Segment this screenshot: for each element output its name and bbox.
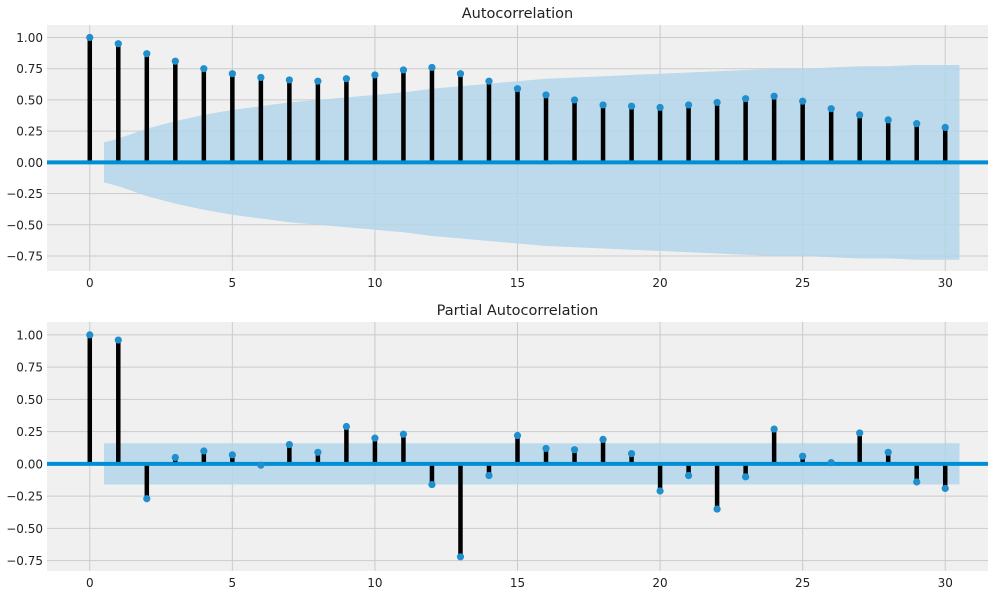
stem-marker	[399, 66, 408, 74]
stem-marker	[599, 101, 607, 109]
x-tick-label: 25	[795, 276, 810, 290]
stem-marker	[314, 448, 322, 456]
stem-marker	[314, 77, 322, 85]
y-tick-label: 0.00	[16, 156, 43, 170]
stem-marker	[913, 478, 921, 486]
stem-marker	[941, 484, 949, 493]
x-tick-label: 15	[510, 276, 525, 290]
y-tick-label: −0.25	[6, 187, 43, 201]
chart-title: Partial Autocorrelation	[437, 303, 599, 319]
stem-marker	[228, 70, 236, 78]
stem-marker	[827, 459, 835, 467]
stem-marker	[257, 461, 265, 469]
stem-marker	[570, 446, 579, 454]
y-tick-label: 0.25	[16, 425, 43, 439]
stem-marker	[742, 473, 750, 481]
x-tick-label: 25	[795, 576, 810, 590]
x-tick-label: 5	[229, 576, 237, 590]
y-tick-label: 1.00	[16, 31, 43, 45]
stem-marker	[342, 75, 351, 83]
stem-marker	[257, 73, 265, 82]
y-tick-label: −0.50	[6, 522, 43, 536]
chart-title: Autocorrelation	[462, 6, 573, 22]
stem-marker	[86, 33, 94, 42]
stem-marker	[770, 92, 778, 100]
stem-marker	[713, 505, 721, 513]
y-tick-label: −0.50	[6, 218, 43, 232]
stem-marker	[285, 76, 293, 84]
stem-marker	[456, 70, 465, 78]
y-tick-label: −0.75	[6, 250, 43, 264]
y-tick-label: 1.00	[16, 328, 43, 342]
stem-marker	[684, 471, 693, 480]
stem-marker	[884, 448, 892, 456]
stem-marker	[171, 453, 179, 462]
stem-marker	[114, 40, 122, 48]
stem-marker	[570, 96, 579, 104]
stem-marker	[428, 63, 436, 72]
stem-marker	[485, 77, 493, 85]
stem-marker	[799, 97, 807, 105]
stem-marker	[114, 336, 122, 344]
y-tick-label: −0.25	[6, 490, 43, 504]
stem-marker	[627, 449, 636, 458]
stem-marker	[656, 103, 664, 112]
stem-marker	[856, 429, 864, 437]
stem-marker	[342, 422, 351, 431]
stem-marker	[542, 444, 550, 453]
stem-marker	[143, 50, 151, 58]
y-tick-label: 0.75	[16, 361, 43, 375]
stem-marker	[913, 120, 921, 128]
y-tick-label: 0.00	[16, 457, 43, 471]
x-tick-label: 5	[229, 276, 237, 290]
y-tick-label: 0.50	[16, 93, 43, 107]
stem-marker	[371, 434, 379, 442]
stem-marker	[827, 105, 835, 113]
x-tick-label: 20	[652, 576, 667, 590]
pacf-panel: 1.00 0.75 0.50 0.25 0.00 −0.25 −0.50 −0.75 0 5 10 1…	[6, 303, 988, 590]
stem-marker	[770, 425, 778, 433]
x-tick-label: 15	[510, 576, 525, 590]
stem-marker	[656, 487, 664, 495]
stem-marker	[485, 471, 493, 480]
stem-marker	[599, 435, 607, 444]
y-tick-label: 0.25	[16, 125, 43, 139]
stem-marker	[884, 116, 892, 124]
acf-panel: 1.00 0.75 0.50 0.25 0.00 −0.25 −0.50 −0.75 0 5 10 1…	[6, 6, 988, 290]
y-tick-label: 0.50	[16, 393, 43, 407]
stem-marker	[228, 451, 236, 459]
stem-marker	[941, 123, 949, 131]
stem-marker	[713, 98, 721, 107]
stem-marker	[627, 102, 636, 110]
stem-marker	[200, 65, 208, 73]
x-tick-label: 0	[86, 276, 94, 290]
stem-marker	[86, 331, 94, 339]
x-tick-label: 20	[652, 276, 667, 290]
stem-marker	[428, 480, 436, 489]
x-tick-label: 30	[938, 576, 953, 590]
stem-marker	[542, 91, 550, 99]
stem-marker	[856, 111, 864, 119]
stem-marker	[371, 71, 379, 79]
stem-marker	[799, 452, 807, 460]
y-tick-label: −0.75	[6, 554, 43, 568]
stem-marker	[200, 447, 208, 455]
stem-marker	[513, 431, 522, 440]
y-tick-label: 0.75	[16, 62, 43, 76]
stem-marker	[684, 101, 693, 109]
x-tick-label: 30	[938, 276, 953, 290]
stem-marker	[143, 495, 151, 503]
stem-marker	[285, 440, 293, 449]
stem-marker	[456, 553, 465, 561]
x-tick-label: 10	[367, 576, 382, 590]
x-tick-label: 0	[86, 576, 94, 590]
x-tick-label: 10	[367, 276, 382, 290]
stem-marker	[171, 57, 179, 65]
stem-marker	[742, 95, 750, 103]
stem-marker	[513, 85, 522, 93]
stem-marker	[399, 430, 408, 438]
